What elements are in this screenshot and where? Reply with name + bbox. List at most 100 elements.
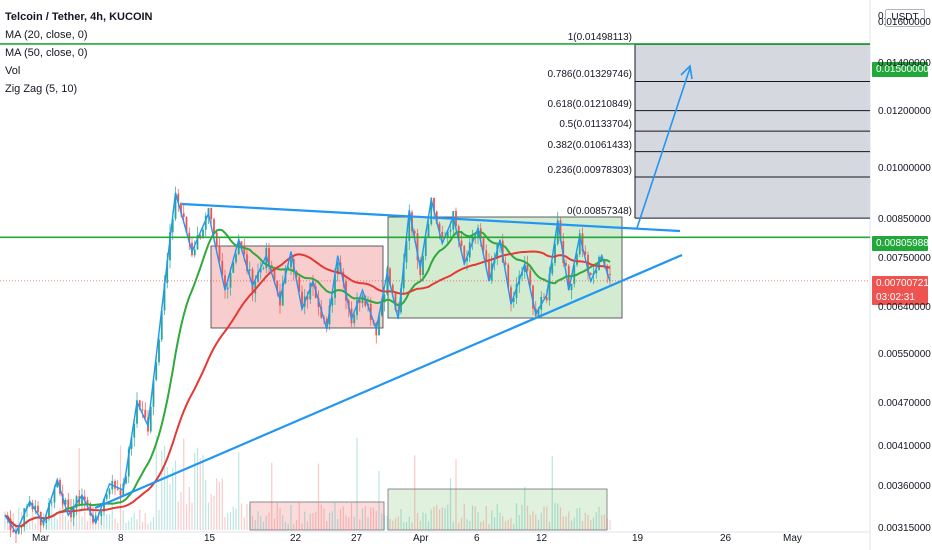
- volume-bar: [34, 523, 36, 530]
- candle-body: [488, 261, 490, 281]
- candle-body: [325, 319, 328, 325]
- volume-bar: [419, 520, 421, 530]
- volume-bar: [172, 468, 174, 530]
- candle-body: [243, 245, 246, 255]
- price-tick-label: 0.00750000: [878, 252, 931, 264]
- volume-bar: [485, 506, 487, 530]
- fib-level-label: 0.382(0.01061433): [547, 139, 632, 151]
- volume-bar: [262, 521, 265, 530]
- candle-body: [532, 285, 534, 309]
- volume-bar: [353, 517, 355, 530]
- volume-bar: [249, 504, 251, 530]
- candle-body: [171, 218, 174, 233]
- candle-body: [543, 296, 545, 298]
- legend-vol[interactable]: Vol: [5, 65, 21, 77]
- candle-body: [130, 437, 133, 449]
- volume-bar: [444, 508, 446, 530]
- volume-bar: [482, 520, 485, 530]
- volume-bar: [279, 508, 281, 530]
- volume-bar: [452, 521, 454, 530]
- candle-body: [353, 315, 356, 324]
- volume-bar: [59, 508, 61, 530]
- candle-body: [298, 277, 301, 292]
- volume-bar: [584, 512, 586, 530]
- candle-body: [125, 476, 127, 484]
- candle-body: [215, 232, 218, 247]
- candle-body: [430, 197, 433, 225]
- volume-bar: [238, 452, 240, 530]
- candle-body: [515, 284, 518, 298]
- candle-body: [567, 265, 570, 291]
- candle-body: [251, 269, 254, 294]
- candle-body: [501, 240, 504, 263]
- volume-bar: [210, 494, 212, 530]
- fib-level-label: 0(0.00857348): [566, 206, 632, 218]
- currency-selector[interactable]: USDT: [885, 9, 925, 27]
- volume-bar: [320, 504, 322, 530]
- candle-body: [273, 267, 276, 281]
- volume-bar: [350, 503, 353, 530]
- price-tick-label: 0.00550000: [878, 349, 931, 361]
- volume-bar: [469, 521, 471, 530]
- candle-body: [446, 231, 449, 237]
- candle-body: [548, 273, 551, 301]
- candle-body: [37, 505, 39, 512]
- volume-bar: [557, 503, 559, 530]
- volume-bar: [207, 502, 210, 530]
- volume-bar: [339, 509, 342, 530]
- upper-trendline: [181, 202, 681, 233]
- volume-bar: [359, 519, 361, 530]
- volume-bar: [551, 456, 553, 530]
- volume-bar: [337, 518, 339, 530]
- volume-bar: [331, 511, 333, 530]
- candle-body: [422, 255, 424, 275]
- fib-level-label: 0.618(0.01210849): [547, 98, 632, 110]
- legend-ma50[interactable]: MA (50, close, 0): [5, 47, 88, 59]
- volume-bar: [532, 511, 534, 530]
- candle-body: [240, 241, 243, 246]
- volume-bar: [89, 505, 91, 530]
- volume-bar: [191, 502, 193, 530]
- volume-bar: [425, 513, 427, 530]
- volume-bar: [254, 520, 256, 530]
- legend-zigzag[interactable]: Zig Zag (5, 10): [5, 83, 78, 95]
- volume-bar: [480, 521, 482, 530]
- volume-bar: [515, 503, 518, 530]
- volume-bar: [601, 515, 603, 530]
- fib-zone-band: [635, 177, 870, 219]
- candle-body: [67, 499, 70, 509]
- candle-body: [413, 231, 416, 234]
- candle-body: [559, 220, 562, 242]
- candle-body: [485, 250, 488, 262]
- candle-body: [416, 233, 419, 261]
- candle-body: [226, 287, 229, 290]
- candle-body: [512, 297, 515, 302]
- time-tick-label: 26: [720, 533, 732, 544]
- candle-body: [609, 273, 611, 276]
- candle-body: [523, 264, 526, 272]
- volume-bar: [84, 511, 86, 530]
- volume-bar: [568, 511, 570, 530]
- lower-trendline: [94, 253, 683, 510]
- volume-bar: [282, 515, 284, 530]
- volume-bar: [370, 507, 372, 530]
- candle-body: [463, 245, 466, 262]
- candle-body: [295, 271, 298, 278]
- volume-bar: [183, 438, 185, 530]
- symbol-title[interactable]: Telcoin / Tether, 4h, KUCOIN: [5, 11, 153, 23]
- candle-body: [204, 215, 207, 230]
- fib-zone-band: [635, 131, 870, 152]
- candle-body: [358, 300, 361, 304]
- price-tick-label: 0.01400000: [878, 58, 931, 70]
- legend-ma20[interactable]: MA (20, close, 0): [5, 29, 88, 41]
- volume-bar: [194, 452, 196, 530]
- volume-bar: [301, 523, 303, 530]
- volume-bar: [342, 506, 344, 530]
- candle-body: [537, 309, 540, 317]
- volume-bar: [117, 522, 119, 530]
- candle-body: [408, 212, 411, 241]
- volume-bar: [606, 518, 608, 530]
- candle-body: [479, 228, 482, 239]
- volume-bar: [364, 506, 366, 530]
